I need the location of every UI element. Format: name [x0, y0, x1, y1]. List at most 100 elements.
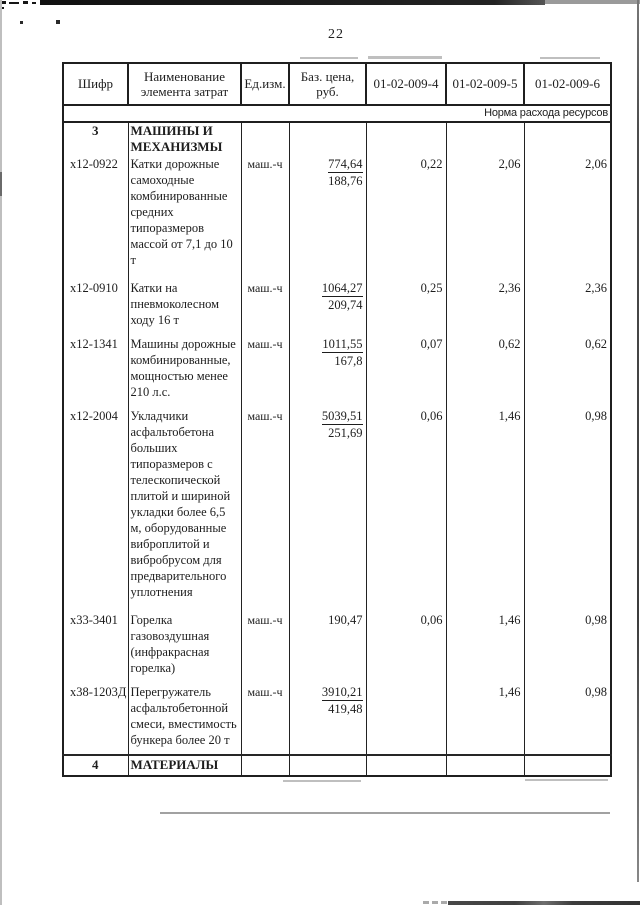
cell-price: [288, 122, 367, 156]
cell-value: 0,98: [523, 684, 612, 755]
scan-artifact-right-edge-line: [637, 0, 639, 882]
column-header-unit: Ед.изм.: [240, 62, 290, 106]
cell-value: 1,46: [445, 612, 525, 684]
cell-value: 2,06: [445, 156, 525, 280]
scan-artifact-left-edge-line: [0, 0, 2, 905]
price-denominator: 167,8: [334, 354, 363, 368]
cell-value: [365, 684, 447, 755]
table-row: х12-1341 Машины дорожные комбинированные…: [62, 336, 612, 408]
cell-value: 0,62: [523, 336, 612, 408]
table-subheader-row: Норма расхода ресурсов: [62, 104, 612, 123]
table-row: х12-0910 Катки на пневмоколесном ходу 16…: [62, 280, 612, 336]
table-header-row: Шифр Наименование элемента затрат Ед.изм…: [62, 62, 612, 106]
cell-name: Катки на пневмоколесном ходу 16 т: [127, 280, 242, 336]
cell-code: х33-3401: [62, 612, 129, 684]
cell-value: [365, 122, 447, 156]
cell-unit: маш.-ч: [240, 336, 290, 408]
cell-value: 0,25: [365, 280, 447, 336]
scan-dot: [56, 20, 60, 24]
cell-unit: [240, 122, 290, 156]
cell-value: 0,06: [365, 408, 447, 612]
cell-value: 0,98: [523, 612, 612, 684]
cell-unit: маш.-ч: [240, 156, 290, 280]
table-row: х12-2004 Укладчики асфальтобетона больши…: [62, 408, 612, 612]
cell-name: Укладчики асфальтобетона больших типораз…: [127, 408, 242, 612]
scan-speck: [23, 1, 28, 4]
cell-section-number: 4: [62, 754, 129, 777]
cell-unit: маш.-ч: [240, 684, 290, 755]
price-numerator: 1064,27: [321, 281, 363, 297]
cell-value: [365, 754, 447, 777]
resource-norms-table: Шифр Наименование элемента затрат Ед.изм…: [62, 62, 612, 777]
cell-value: 2,06: [523, 156, 612, 280]
price-numerator: 3910,21: [321, 685, 363, 701]
cell-section-name: МАТЕРИАЛЫ: [127, 754, 242, 777]
cell-value: 0,62: [445, 336, 525, 408]
column-header-code: Шифр: [62, 62, 129, 106]
cell-section-name: МАШИНЫ И МЕХАНИЗМЫ: [127, 122, 242, 156]
cell-value: 2,36: [445, 280, 525, 336]
cell-unit: маш.-ч: [240, 612, 290, 684]
cell-price: 5039,51 251,69: [288, 408, 367, 612]
price-denominator: 419,48: [328, 702, 363, 716]
cell-price: 3910,21 419,48: [288, 684, 367, 755]
cell-value: [445, 122, 525, 156]
cell-name: Машины дорожные комбинированные, мощност…: [127, 336, 242, 408]
scan-artifact-bottom-dashes: [423, 901, 447, 904]
scan-speck: [32, 2, 36, 4]
subheader-label: Норма расхода ресурсов: [62, 104, 612, 123]
scan-smudge: [525, 779, 608, 781]
cell-value: 0,07: [365, 336, 447, 408]
table-row: х12-0922 Катки дорожные самоходные комби…: [62, 156, 612, 280]
price-numerator: 774,64: [328, 157, 363, 173]
cell-value: [523, 754, 612, 777]
cell-name: Перегружатель асфальтобетонной смеси, вм…: [127, 684, 242, 755]
cell-value: 1,46: [445, 408, 525, 612]
scan-smudge: [540, 57, 600, 59]
cell-code: х12-1341: [62, 336, 129, 408]
cell-price: 190,47: [288, 612, 367, 684]
cell-unit: маш.-ч: [240, 408, 290, 612]
cell-value: [445, 754, 525, 777]
scan-artifact-top-bar-gray: [545, 0, 640, 4]
scan-artifact-bottom-bar: [448, 901, 640, 905]
column-header-name: Наименование элемента затрат: [127, 62, 242, 106]
price-denominator: 209,74: [328, 298, 363, 312]
cell-value: 0,98: [523, 408, 612, 612]
cell-code: х12-0910: [62, 280, 129, 336]
column-header-norm-01-02-009-5: 01-02-009-5: [445, 62, 525, 106]
scan-artifact-double-rule: [160, 812, 610, 814]
section-row-machines: 3 МАШИНЫ И МЕХАНИЗМЫ: [62, 122, 612, 156]
column-header-base-price: Баз. цена, руб.: [288, 62, 367, 106]
scan-dot: [20, 21, 23, 24]
cell-unit: [240, 754, 290, 777]
scan-smudge: [300, 57, 358, 59]
scan-speck: [9, 2, 19, 4]
column-header-norm-01-02-009-4: 01-02-009-4: [365, 62, 447, 106]
price-single: 190,47: [328, 613, 363, 627]
price-denominator: 251,69: [328, 426, 363, 440]
cell-code: х12-2004: [62, 408, 129, 612]
cell-price: 774,64 188,76: [288, 156, 367, 280]
price-numerator: 5039,51: [321, 409, 363, 425]
cell-value: 2,36: [523, 280, 612, 336]
cell-value: 0,06: [365, 612, 447, 684]
cell-code: х38-1203Д: [62, 684, 129, 755]
scan-speck: [0, 1, 6, 4]
cell-value: [523, 122, 612, 156]
price-denominator: 188,76: [328, 174, 363, 188]
cell-price: 1064,27 209,74: [288, 280, 367, 336]
column-header-norm-01-02-009-6: 01-02-009-6: [523, 62, 612, 106]
table-row: х38-1203Д Перегружатель асфальтобетонной…: [62, 684, 612, 755]
cell-section-number: 3: [62, 122, 129, 156]
scan-smudge: [368, 56, 442, 59]
cell-price: [288, 754, 367, 777]
section-row-materials: 4 МАТЕРИАЛЫ: [62, 754, 612, 777]
scan-artifact-top-bar: [40, 0, 545, 5]
cell-price: 1011,55 167,8: [288, 336, 367, 408]
cell-name: Катки дорожные самоходные комбинированны…: [127, 156, 242, 280]
cell-value: 0,22: [365, 156, 447, 280]
page-number: 22: [328, 27, 344, 42]
price-numerator: 1011,55: [322, 337, 363, 353]
